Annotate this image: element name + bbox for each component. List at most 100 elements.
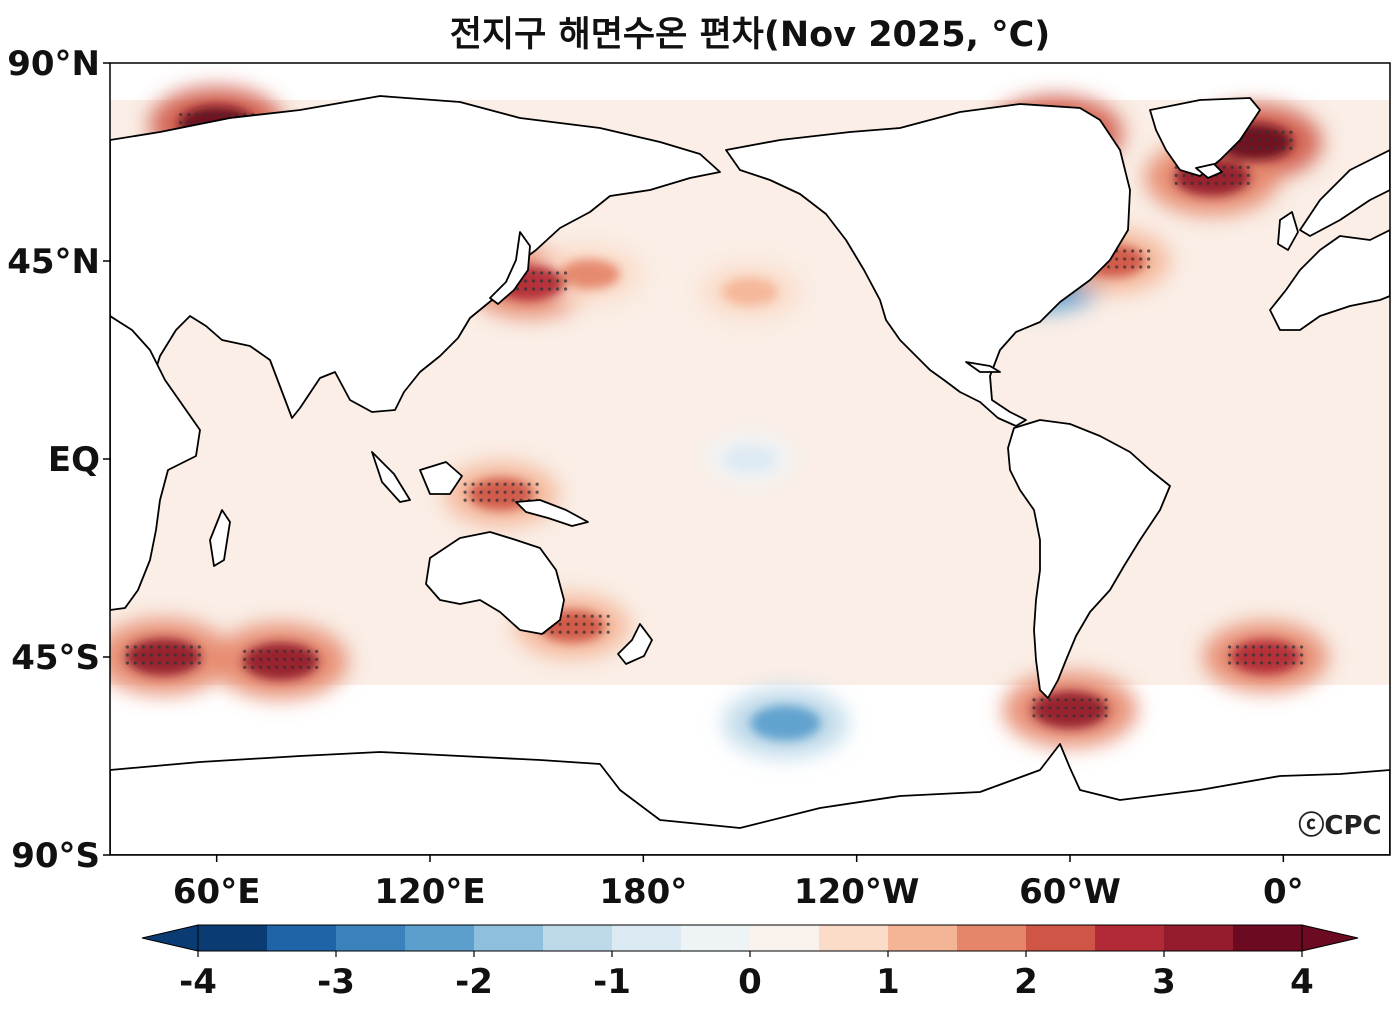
anomaly-core (242, 642, 319, 681)
significance-dot (598, 630, 602, 634)
significance-dot (1088, 714, 1092, 718)
significance-dot (307, 649, 311, 654)
land-australia (425, 531, 565, 635)
significance-dot (1139, 257, 1143, 261)
land-cuba (965, 361, 1001, 373)
significance-dot (125, 645, 129, 649)
longitude-axis: 60°E 120°E 180° 120°W 60°W 0° (173, 855, 1304, 912)
map-title: 전지구 해면수온 편차(Nov 2025, °C) (449, 15, 1051, 55)
colorbar-segment (957, 925, 1027, 951)
significance-dot (179, 121, 183, 125)
significance-dot (1147, 265, 1151, 269)
land-greenland (1149, 97, 1261, 177)
significance-dot (1273, 130, 1277, 134)
significance-dot (1233, 146, 1237, 150)
significance-dot (495, 482, 499, 486)
significance-dot (479, 498, 483, 502)
significance-dot (1040, 706, 1044, 710)
significance-dot (1291, 645, 1296, 649)
significance-dot (1222, 165, 1226, 169)
significance-dot (1281, 138, 1285, 142)
colorbar-tick-label: -2 (455, 962, 493, 1002)
significance-dot (531, 271, 536, 275)
significance-dot (1291, 661, 1296, 665)
significance-dot (1257, 138, 1261, 142)
significance-dot (1182, 173, 1186, 177)
significance-dot (1123, 249, 1127, 253)
colorbar-segment (681, 925, 751, 951)
land-africa (110, 315, 201, 611)
significance-dot (165, 645, 169, 649)
significance-dot (531, 287, 536, 291)
colorbar-segment (750, 925, 820, 951)
significance-dot (1107, 265, 1111, 269)
significance-dot (555, 279, 560, 283)
significance-dot (1251, 661, 1256, 665)
significance-dot (1243, 653, 1248, 657)
significance-dot (243, 649, 247, 654)
significance-dot (1032, 714, 1036, 718)
significance-dot (235, 113, 239, 117)
significance-dot (574, 614, 578, 618)
significance-dot (1096, 698, 1100, 702)
colorbar-tick-label: -4 (179, 962, 217, 1002)
significance-dot (1182, 181, 1186, 185)
significance-dot (1139, 249, 1143, 253)
significance-dot (125, 661, 129, 665)
significance-dot (1289, 146, 1293, 150)
colorbar-segment (1233, 925, 1303, 951)
significance-dot (291, 657, 295, 662)
land-europe-west (1269, 229, 1390, 331)
significance-dot (1246, 165, 1250, 169)
significance-dot (1174, 173, 1178, 177)
significance-dot (1243, 661, 1248, 665)
significance-dot (1174, 181, 1178, 185)
colorbar-segment (336, 925, 406, 951)
significance-dot (149, 645, 153, 649)
significance-dot (267, 665, 271, 670)
significance-dot (527, 490, 531, 494)
significance-dot (203, 113, 207, 117)
anomaly-core (721, 277, 779, 306)
land-new-zealand (617, 623, 653, 665)
significance-dot (299, 665, 303, 670)
significance-dot (1265, 146, 1269, 150)
significance-dot (1241, 138, 1245, 142)
land-japan (489, 231, 531, 305)
significance-dot (315, 649, 319, 654)
significance-dot (1235, 653, 1240, 657)
colorbar-segment (198, 925, 268, 951)
significance-dot (1249, 146, 1253, 150)
lon-tick-label: 120°W (794, 872, 919, 912)
significance-dot (1238, 181, 1242, 185)
significance-dot (1072, 698, 1076, 702)
significance-dot (1251, 645, 1256, 649)
significance-dot (283, 649, 287, 654)
significance-dot (1131, 257, 1135, 261)
significance-dot (598, 614, 602, 618)
significance-dot (463, 498, 467, 502)
significance-dot (1123, 257, 1127, 261)
significance-dot (547, 287, 552, 291)
significance-dot (1249, 130, 1253, 134)
significance-dot (1056, 706, 1060, 710)
land-uk (1277, 211, 1299, 251)
significance-dot (563, 279, 568, 283)
latitude-axis: 90°N 45°N EQ 45°S 90°S (7, 44, 110, 876)
significance-dot (1080, 706, 1084, 710)
significance-dot (1299, 645, 1304, 649)
significance-dot (275, 657, 279, 662)
colorbar-tick-label: -3 (317, 962, 355, 1002)
significance-dot (141, 661, 145, 665)
colorbar-segment (267, 925, 337, 951)
significance-dot (1283, 645, 1288, 649)
significance-dot (1235, 645, 1240, 649)
significance-dot (1291, 653, 1296, 657)
significance-dot (307, 657, 311, 662)
significance-dot (1104, 698, 1108, 702)
significance-dot (173, 645, 177, 649)
significance-dot (149, 653, 153, 657)
lat-tick-label: EQ (48, 440, 100, 480)
significance-dot (179, 113, 183, 117)
significance-dot (1246, 173, 1250, 177)
